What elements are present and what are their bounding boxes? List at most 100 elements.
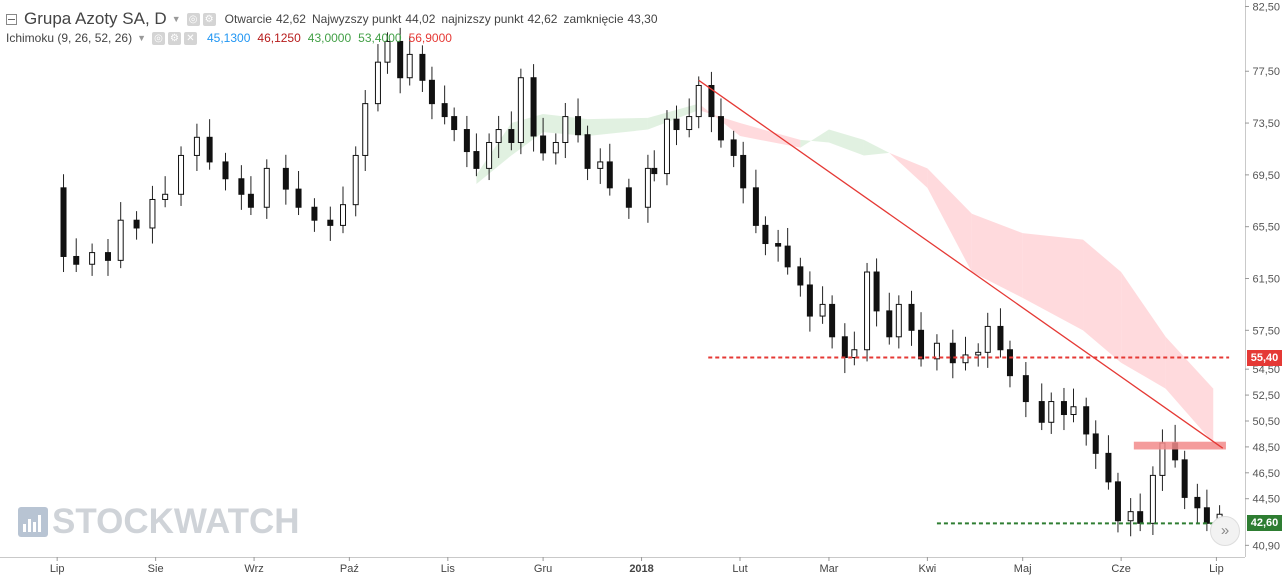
x-tick-label: 2018	[629, 563, 653, 575]
symbol-title[interactable]: Grupa Azoty SA, D	[24, 9, 167, 28]
candle-body	[708, 84, 715, 118]
x-tick-label: Maj	[1014, 563, 1032, 575]
candlesticks	[60, 27, 1223, 537]
candle-body	[644, 167, 651, 208]
low-label: najnizszy punkt	[441, 12, 524, 26]
annotations	[698, 79, 1230, 525]
candle-body	[597, 161, 604, 169]
symbol-row: Grupa Azoty SA, D ▼ ◎ ⚙ Otwarcie 42,62 N…	[6, 9, 658, 29]
candle-body	[575, 116, 582, 136]
cloud-bearish-segment	[971, 213, 1023, 298]
indicator-title[interactable]: Ichimoku (9, 26, 52, 26)	[6, 31, 133, 45]
gear-icon[interactable]: ⚙	[202, 12, 216, 26]
x-tick-label: Cze	[1111, 563, 1131, 575]
candle-body	[89, 252, 96, 265]
candle-body	[1114, 481, 1121, 522]
cloud-bullish-segment	[863, 139, 890, 156]
candle-body	[1149, 474, 1156, 524]
y-tick-label: 82,50	[1252, 1, 1280, 13]
candle-body	[263, 167, 270, 208]
y-tick-label: 77,50	[1252, 66, 1280, 78]
candle-body	[441, 103, 448, 118]
close-icon[interactable]: ✕	[184, 31, 197, 45]
cloud-bearish-segment	[1083, 239, 1122, 363]
candle-body	[1070, 406, 1077, 416]
cloud-bearish-segment	[1121, 272, 1166, 389]
candle-body	[428, 79, 435, 105]
x-tick-label: Lip	[50, 563, 65, 575]
cloud-bearish-segment	[1165, 336, 1214, 444]
bar-chart-icon	[18, 507, 48, 537]
candle-body	[984, 325, 991, 353]
candle-body	[784, 245, 791, 268]
cloud-bearish-segment	[740, 123, 801, 148]
y-tick-label: 48,50	[1252, 442, 1280, 454]
collapse-icon[interactable]	[6, 13, 17, 25]
y-tick-label: 52,50	[1252, 390, 1280, 402]
x-tick-label: Lis	[441, 563, 456, 575]
downtrend-line	[698, 79, 1224, 449]
candle-body	[1194, 496, 1201, 509]
x-tick-label: Mar	[819, 563, 838, 575]
chevron-down-icon[interactable]: ▼	[171, 14, 181, 24]
candle-body	[397, 40, 404, 79]
candle-body	[178, 154, 185, 195]
candle-body	[517, 77, 524, 143]
candle-body	[695, 84, 702, 118]
candle-body	[1092, 433, 1099, 454]
candle-body	[1048, 401, 1055, 423]
candle-body	[1105, 452, 1112, 483]
candle-body	[362, 103, 369, 156]
cloud-bearish-segment	[927, 168, 972, 273]
candle-body	[327, 219, 334, 226]
candle-body	[451, 116, 458, 131]
candle-body	[206, 136, 213, 163]
candle-body	[73, 255, 80, 265]
candle-body	[530, 77, 537, 137]
chikou-value: 43,0000	[307, 31, 352, 45]
indicator-row: Ichimoku (9, 26, 52, 26) ▼ ◎ ⚙ ✕ 45,1300…	[6, 31, 452, 45]
cloud-bearish-segment	[1022, 233, 1084, 331]
settings-icon[interactable]: ◎	[186, 12, 200, 26]
span-a-value: 53,4000	[358, 31, 402, 45]
candle-body	[797, 266, 804, 286]
candle-body	[562, 116, 569, 143]
candle-body	[841, 336, 848, 359]
tenkan-value: 45,1300	[207, 31, 251, 45]
y-tick-label: 44,50	[1252, 494, 1280, 506]
x-tick-label: Lip	[1209, 563, 1224, 575]
candle-body	[864, 271, 871, 351]
candle-body	[1060, 401, 1067, 416]
candle-body	[717, 116, 724, 141]
scroll-to-realtime-button[interactable]: »	[1210, 516, 1240, 546]
candle-body	[374, 61, 381, 105]
stockwatch-watermark: STOCKWATCH	[18, 502, 300, 542]
candle-body	[933, 342, 940, 360]
candle-body	[606, 161, 613, 189]
high-label: Najwyzszy punkt	[311, 12, 402, 26]
chevron-down-icon[interactable]: ▼	[137, 33, 146, 43]
candle-body	[730, 139, 737, 156]
x-tick-label: Wrz	[244, 563, 263, 575]
candle-body	[651, 167, 658, 175]
candle-body	[625, 187, 632, 208]
candle-body	[486, 141, 493, 169]
candle-body	[419, 53, 426, 81]
candle-body	[584, 134, 591, 169]
candle-body	[282, 167, 289, 190]
eye-icon[interactable]: ◎	[152, 31, 165, 45]
candle-body	[829, 303, 836, 338]
cloud-bullish-segment	[800, 129, 829, 148]
candle-body	[104, 252, 111, 261]
candle-body	[851, 349, 858, 359]
candle-body	[384, 40, 391, 63]
gear-icon[interactable]: ⚙	[168, 31, 181, 45]
candle-body	[193, 136, 200, 156]
kijun-value: 46,1250	[257, 31, 301, 45]
close-label: zamknięcie	[563, 12, 624, 26]
candle-body	[247, 193, 254, 208]
x-tick-label: Sie	[148, 563, 164, 575]
candle-body	[819, 303, 826, 317]
